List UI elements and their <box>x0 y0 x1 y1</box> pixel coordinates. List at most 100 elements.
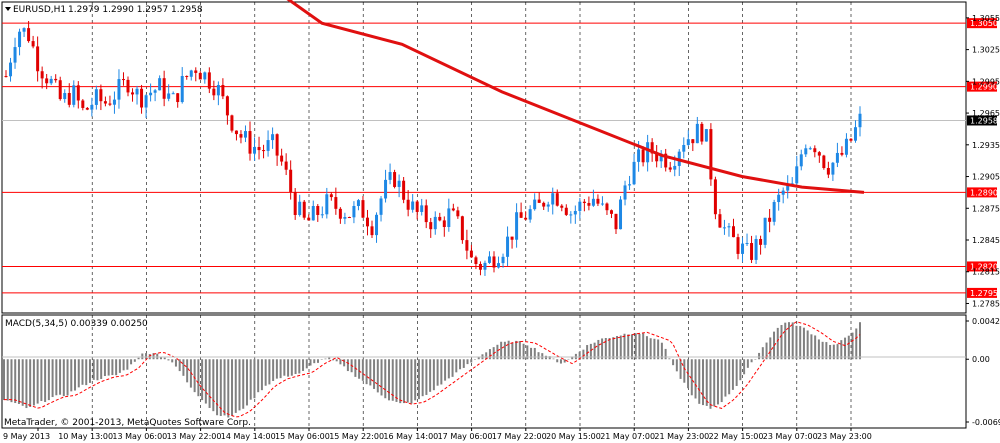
macd-bar <box>74 359 77 391</box>
candle-body <box>465 240 469 251</box>
macd-bar <box>623 333 626 360</box>
macd-bar <box>567 358 570 360</box>
candle-body <box>140 88 144 108</box>
macd-bar <box>829 344 832 360</box>
macd-bar <box>821 341 824 360</box>
candle-body <box>560 205 564 208</box>
candle-body <box>54 78 58 81</box>
macd-bar <box>107 359 110 376</box>
candle-body <box>609 210 613 214</box>
candle-body <box>99 89 103 102</box>
macd-bar <box>137 357 140 360</box>
macd-bar <box>746 359 749 368</box>
candle-body <box>126 79 130 93</box>
macd-bar <box>859 322 861 360</box>
time-tick-label: 13 May 22:00 <box>167 432 222 441</box>
candle-body <box>510 236 514 240</box>
macd-bar <box>100 359 103 379</box>
candle-body <box>18 31 22 48</box>
macd-bar <box>339 359 342 365</box>
candle-body <box>628 184 632 186</box>
candle-body <box>415 201 419 212</box>
time-tick-label: 16 May 14:00 <box>383 432 438 441</box>
macd-bar <box>59 359 62 395</box>
candle-body <box>745 243 749 245</box>
level-price-tag <box>967 261 997 272</box>
price-axis[interactable]: 1.3055 1.3025 1.2995 1.2965 1.2935 1.2905 1.28… <box>966 14 1000 309</box>
candle-body <box>858 113 862 128</box>
candle-body <box>451 208 455 211</box>
macd-bar <box>32 359 35 406</box>
macd-bar <box>496 344 499 360</box>
macd-bar <box>399 359 402 404</box>
candle-body <box>121 79 125 81</box>
candle-body <box>533 199 537 210</box>
macd-bar <box>118 359 121 373</box>
candle-body <box>813 148 817 153</box>
candle-body <box>578 201 582 211</box>
horizontal-levels[interactable]: 1.3050 1.2990 1.2890 1.2820 1.2795 1.2958 <box>2 18 998 298</box>
candle-body <box>768 217 772 222</box>
candle-body <box>307 217 311 221</box>
candle-body <box>144 95 148 108</box>
macd-bar <box>604 338 607 360</box>
price-tick-label: 1.2785 <box>972 299 1000 308</box>
macd-bar <box>806 330 809 360</box>
macd-bar <box>698 359 701 404</box>
macd-bar <box>675 359 678 372</box>
macd-bar <box>227 359 230 418</box>
time-tick-label: 23 May 07:00 <box>763 432 818 441</box>
macd-bar <box>780 325 783 360</box>
macd-bar <box>761 347 764 360</box>
candle-body <box>384 179 388 199</box>
time-tick-label: 14 May 14:00 <box>221 432 276 441</box>
candle-body <box>844 138 848 155</box>
macd-bar <box>62 359 65 397</box>
candle-body <box>85 107 89 110</box>
candle-body <box>474 257 478 264</box>
macd-bar <box>122 359 125 371</box>
macd-bar <box>616 336 619 360</box>
macd-bar <box>728 359 731 395</box>
macd-bar <box>825 342 828 360</box>
candle-body <box>831 162 835 175</box>
candle-body <box>817 152 821 156</box>
candle-body <box>623 185 627 200</box>
time-axis[interactable]: 9 May 2013 10 May 13:00 13 May 06:00 13 May… <box>3 428 872 441</box>
time-tick-label: 17 May 22:00 <box>492 432 547 441</box>
macd-bar <box>720 359 723 403</box>
macd-bar <box>290 359 293 376</box>
macd-bar <box>578 351 581 360</box>
candle-body <box>447 208 451 228</box>
macd-bar <box>432 359 435 391</box>
candle-body <box>388 172 392 180</box>
candle-body <box>718 214 722 228</box>
macd-bar <box>601 338 604 360</box>
candle-body <box>619 199 623 230</box>
macd-bar <box>451 359 454 377</box>
macd-bar <box>223 359 226 416</box>
candle-body <box>49 78 53 84</box>
dropdown-triangle-icon[interactable] <box>5 7 11 11</box>
macd-bar <box>470 359 473 363</box>
macd-axis[interactable]: 0.00426 0.00 -0.00699 <box>966 317 1000 427</box>
candle-body <box>700 123 704 142</box>
candle-body <box>230 115 234 131</box>
macd-bar <box>294 359 297 375</box>
macd-bar <box>279 359 282 379</box>
candle-body <box>289 169 293 192</box>
candle-body <box>4 76 8 78</box>
macd-bar <box>802 327 805 360</box>
candle-body <box>506 236 510 257</box>
macd-bar <box>440 359 443 385</box>
candle-body <box>194 70 198 73</box>
macd-bar <box>511 342 514 360</box>
candle-body <box>94 89 98 105</box>
candle-body <box>786 184 790 191</box>
macd-bar <box>754 359 757 360</box>
level-price-label: 1.2795 <box>970 289 998 298</box>
candle-body <box>691 139 695 144</box>
macd-bar <box>507 340 510 360</box>
macd-header: MACD(5,34,5) 0.00339 0.00250 <box>5 319 148 329</box>
